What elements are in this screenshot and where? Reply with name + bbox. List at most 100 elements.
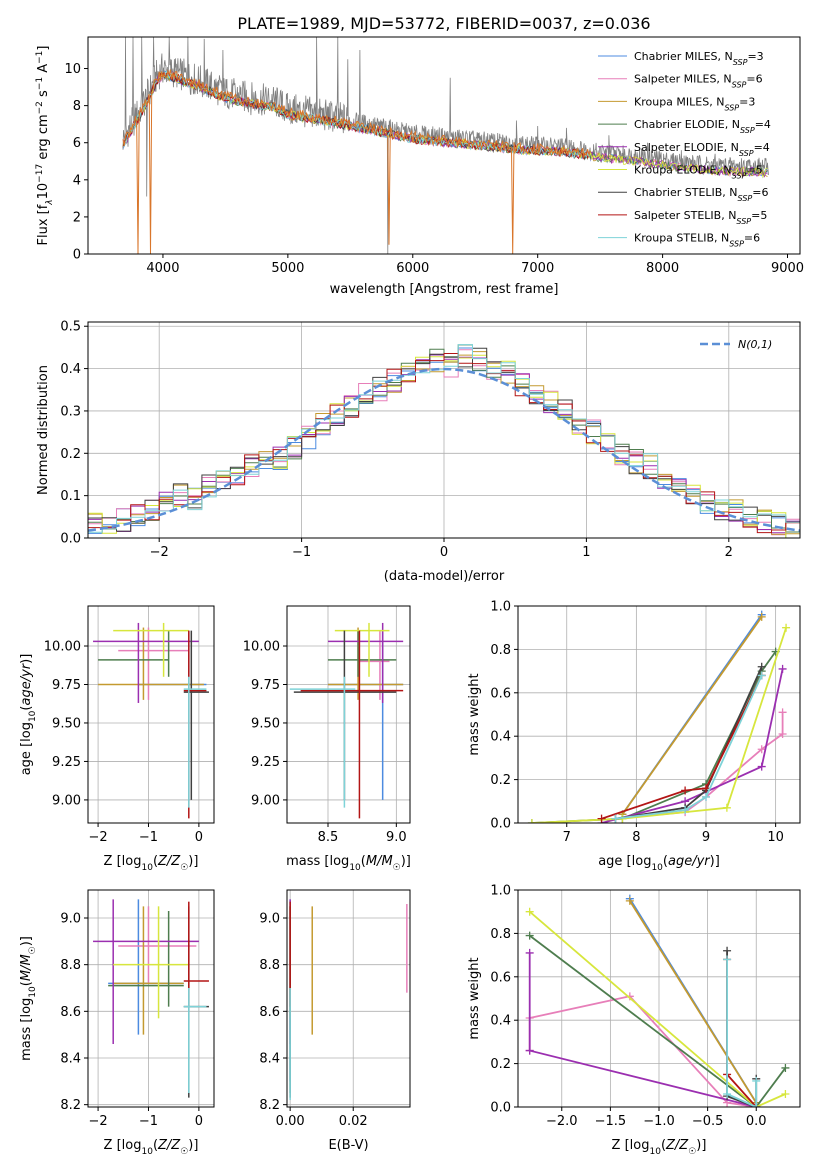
- y-tick-label: 10.00: [44, 640, 81, 655]
- y-tick-label: 0.4: [60, 362, 81, 377]
- plot-area: [527, 610, 791, 823]
- x-tick-label: −1: [139, 830, 158, 845]
- model-spectrum-main-line: [122, 69, 591, 254]
- x-tick-label: −2: [88, 1114, 107, 1129]
- y-tick-label: 0.8: [490, 927, 511, 942]
- x-axis-label: (data-model)/error: [384, 569, 505, 584]
- y-tick-label: 9.75: [251, 678, 280, 693]
- y-tick-label: 0.2: [60, 447, 81, 462]
- weight-series-line: [629, 900, 757, 1104]
- y-axis-label: Normed distribution: [36, 365, 51, 495]
- weight-point-marker: [781, 1063, 790, 1072]
- x-axis-label: Z [log10(Z/Z☉)]: [104, 854, 199, 873]
- weight-point-marker: [527, 819, 536, 823]
- y-tick-label: 0.1: [60, 489, 81, 504]
- legend-label: Chabrier MILES, NSSP=3: [634, 50, 764, 67]
- y-tick-label: 9.00: [52, 793, 81, 808]
- plot-area: [93, 899, 209, 1098]
- axes-frame: [517, 605, 801, 824]
- y-axis-label: mass weight: [467, 957, 482, 1039]
- panel-weight_vs_Z: −2.0 −1.5 −1.0 −0.5 0.0 0.0 0.2 0.4 0.6 0.8 1.0 Z […: [467, 884, 801, 1157]
- x-tick-label: 8000: [646, 261, 679, 276]
- x-axis-label: Z [log10(Z/Z☉)]: [612, 1138, 707, 1157]
- x-tick-label: −1: [139, 1114, 158, 1129]
- plot-area: [525, 894, 790, 1107]
- x-tick-label: 9: [702, 830, 710, 845]
- y-tick-label: 1.0: [490, 600, 511, 615]
- y-tick-label: 8.4: [60, 1052, 81, 1067]
- gaussian-curve: [88, 367, 800, 532]
- y-tick-label: 0.5: [60, 320, 81, 335]
- weight-series-line: [601, 668, 784, 823]
- y-tick-label: 8.4: [259, 1052, 280, 1067]
- axes-frame: [87, 605, 215, 824]
- x-tick-label: 10: [767, 830, 784, 845]
- weight-series-line: [528, 952, 757, 1107]
- y-tick-label: 8.2: [259, 1098, 280, 1113]
- y-tick-label: 0.0: [490, 817, 511, 832]
- x-axis-label: E(B-V): [328, 1138, 368, 1153]
- y-tick-label: 8: [73, 99, 81, 114]
- y-axis-label: Flux [fλ10−17 erg cm−2 s−1 A−1]: [35, 46, 55, 246]
- legend: Chabrier MILES, NSSP=3 Salpeter MILES, NS…: [598, 50, 771, 248]
- x-tick-label: 0.02: [339, 1114, 368, 1129]
- legend-label: Kroupa MILES, NSSP=3: [634, 95, 755, 112]
- axes-frame: [286, 605, 411, 824]
- y-tick-label: 0: [73, 248, 81, 263]
- weight-series-line: [531, 627, 787, 823]
- x-tick-label: −2.0: [546, 1114, 578, 1129]
- axes-frame: [87, 321, 801, 539]
- x-tick-label: −1.0: [643, 1114, 675, 1129]
- y-tick-label: 0.0: [60, 532, 81, 547]
- y-tick-label: 9.0: [60, 912, 81, 927]
- plot-area: [88, 344, 800, 538]
- plot-area: [122, 37, 769, 254]
- y-tick-label: 8.2: [60, 1098, 81, 1113]
- weight-series-line: [726, 950, 758, 1107]
- y-tick-label: 6: [73, 136, 81, 151]
- x-tick-label: 8: [632, 830, 640, 845]
- y-tick-label: 10: [64, 62, 81, 77]
- x-tick-label: 5000: [271, 261, 304, 276]
- y-tick-label: 9.0: [259, 912, 280, 927]
- weight-point-marker: [723, 946, 732, 955]
- y-tick-label: 9.75: [52, 678, 81, 693]
- weight-point-marker: [681, 805, 690, 814]
- y-tick-label: 8.6: [60, 1005, 81, 1020]
- panel-mass_vs_Z: −2 −1 0 8.2 8.4 8.6 8.8 9.0 Z [log10(Z/Z☉)] mass …: [19, 889, 215, 1157]
- x-tick-label: 2: [725, 545, 733, 560]
- weight-point-marker: [525, 948, 534, 957]
- weight-point-marker: [752, 1103, 761, 1107]
- x-tick-label: 0.00: [276, 1114, 305, 1129]
- weight-point-marker: [525, 931, 534, 940]
- y-tick-label: 9.50: [52, 716, 81, 731]
- x-axis-label: Z [log10(Z/Z☉)]: [104, 1138, 199, 1157]
- y-tick-label: 1.0: [490, 884, 511, 899]
- legend-label: Chabrier STELIB, NSSP=6: [634, 186, 768, 203]
- x-tick-label: −2: [88, 830, 107, 845]
- y-tick-label: 9.25: [251, 755, 280, 770]
- weight-point-marker: [702, 784, 710, 793]
- weight-series-line: [601, 675, 763, 820]
- plots: 4000 5000 6000 7000 8000 90000246810wavelengt…: [19, 36, 804, 1157]
- weight-series-line: [528, 995, 757, 1107]
- x-tick-label: 0.0: [746, 1114, 767, 1129]
- y-tick-label: 2: [73, 210, 81, 225]
- y-axis-label: mass weight: [467, 673, 482, 755]
- plot-area: [93, 622, 209, 819]
- weight-point-marker: [611, 814, 620, 823]
- weight-point-marker: [757, 671, 766, 680]
- weight-series-line: [615, 666, 763, 820]
- weight-point-marker: [781, 1089, 790, 1098]
- plot-area: [289, 622, 404, 819]
- x-tick-label: 8.5: [318, 830, 339, 845]
- x-tick-label: −1.5: [595, 1114, 627, 1129]
- y-tick-label: 8.8: [259, 958, 280, 973]
- y-tick-label: 0.6: [490, 686, 511, 701]
- panel-residual_hist: −2 −1 0 1 2 0.0 0.1 0.2 0.3 0.4 0.5 (data-model)/er…: [36, 320, 801, 584]
- axes-frame: [87, 36, 801, 255]
- x-tick-label: 0: [195, 830, 203, 845]
- weight-series-line: [621, 616, 763, 815]
- weight-series-line: [529, 911, 786, 1107]
